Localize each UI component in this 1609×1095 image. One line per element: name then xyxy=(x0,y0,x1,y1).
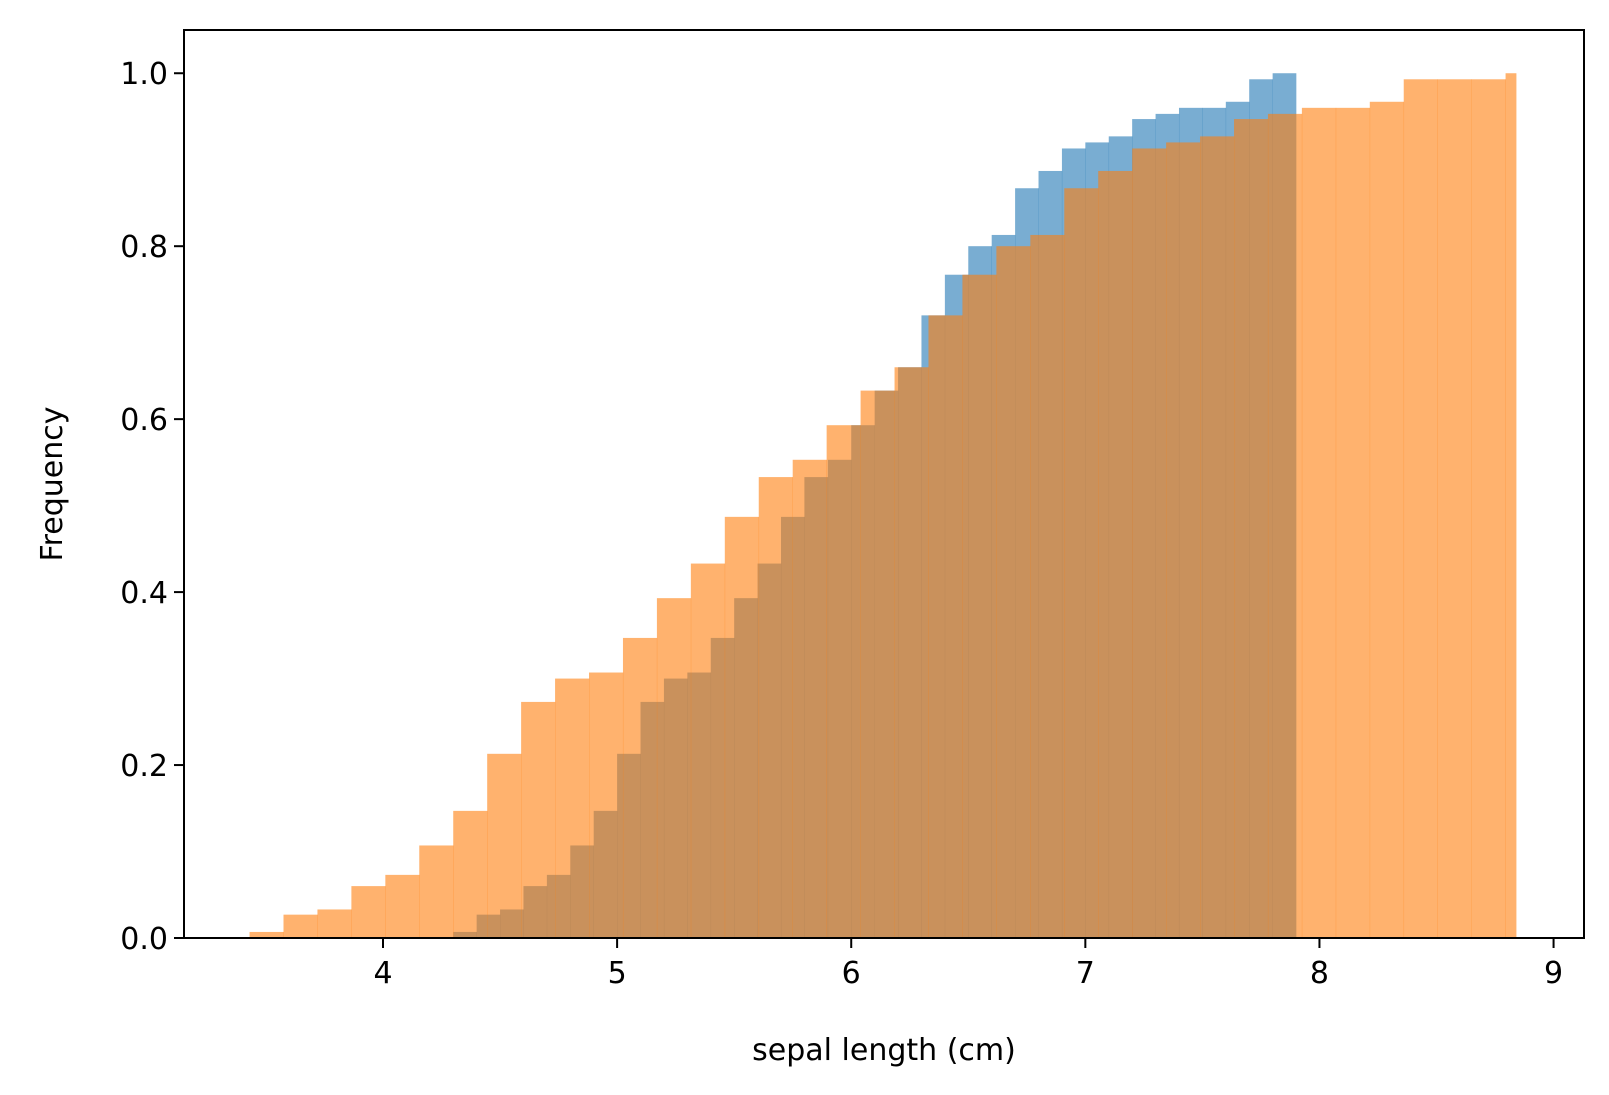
bar xyxy=(1369,101,1405,938)
bar xyxy=(317,909,352,938)
y-tick-label: 0.4 xyxy=(120,576,168,611)
bar xyxy=(894,367,929,938)
y-axis-title: Frequency xyxy=(35,407,70,562)
bar xyxy=(1098,170,1133,938)
bar xyxy=(962,274,997,939)
y-tick-label: 1.0 xyxy=(120,57,168,92)
bar xyxy=(724,516,760,938)
bar xyxy=(1403,79,1438,939)
bars-layer xyxy=(249,73,1517,939)
x-tick-label: 5 xyxy=(608,956,627,991)
x-tick-label: 7 xyxy=(1076,956,1095,991)
x-tick-label: 8 xyxy=(1310,956,1329,991)
bar xyxy=(1166,142,1201,939)
plot-frame xyxy=(183,29,1585,939)
bar xyxy=(1437,79,1472,939)
bar xyxy=(1030,234,1065,938)
y-tick-label: 0.2 xyxy=(120,749,168,784)
bar xyxy=(826,425,861,938)
x-tick-label: 9 xyxy=(1544,956,1563,991)
y-tick-label: 0.8 xyxy=(120,230,168,265)
bar xyxy=(1471,79,1506,939)
bar xyxy=(996,246,1031,938)
bar xyxy=(1301,107,1337,938)
bar xyxy=(487,753,522,938)
y-axis: 0.0 0.2 0.4 0.6 0.8 1.0 xyxy=(120,57,184,957)
x-tick-label: 4 xyxy=(373,956,392,991)
bar xyxy=(1505,73,1517,939)
bar xyxy=(792,459,827,938)
bar xyxy=(419,845,454,938)
bar xyxy=(622,637,658,938)
bar xyxy=(1064,188,1099,938)
bar xyxy=(589,672,624,938)
bar xyxy=(860,390,895,938)
bar xyxy=(351,886,386,938)
y-tick-label: 0.0 xyxy=(120,922,168,957)
bar xyxy=(249,931,284,938)
bar xyxy=(656,598,692,938)
bar xyxy=(1200,136,1235,938)
bar xyxy=(521,701,556,938)
bar xyxy=(1335,107,1371,938)
bar xyxy=(555,678,590,938)
bar xyxy=(283,914,318,938)
x-tick-label: 6 xyxy=(842,956,861,991)
bar xyxy=(928,315,963,938)
x-axis-title: sepal length (cm) xyxy=(752,1033,1016,1068)
bar xyxy=(1132,148,1167,939)
bar xyxy=(453,810,488,938)
bar xyxy=(758,477,793,938)
bar xyxy=(385,874,420,938)
series-1 xyxy=(249,73,1517,939)
bar xyxy=(1267,113,1303,938)
bar xyxy=(1234,119,1269,938)
y-tick-label: 0.6 xyxy=(120,403,168,438)
x-axis: 4 5 6 7 8 9 xyxy=(373,938,1563,991)
bar xyxy=(690,563,726,938)
